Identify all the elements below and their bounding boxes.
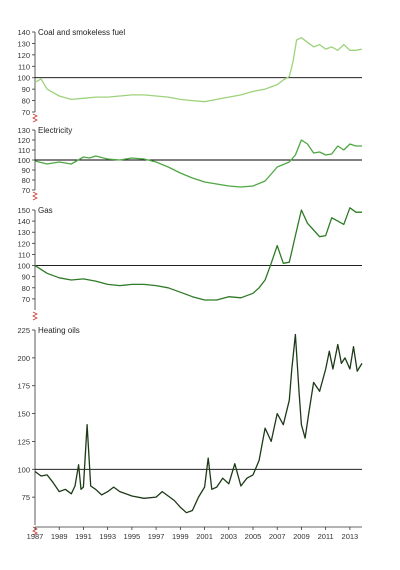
- electricity-y-tick-label: 130: [17, 126, 30, 135]
- electricity-panel-title: Electricity: [38, 126, 72, 135]
- coal-y-tick-label: 80: [22, 97, 30, 106]
- heating-oils-panel-title: Heating oils: [38, 326, 80, 335]
- coal-y-tick-label: 90: [22, 85, 30, 94]
- electricity-y-tick-label: 100: [17, 156, 30, 165]
- electricity-series-line: [34, 139, 362, 188]
- electricity-axis-break: [32, 191, 38, 201]
- electricity-y-tick-label: 110: [18, 146, 30, 155]
- x-tick-label: 1991: [75, 532, 92, 541]
- coal-series-line: [34, 37, 363, 103]
- heating-oils-y-tick-label: 175: [17, 382, 30, 391]
- x-tick-label: 1989: [51, 532, 68, 541]
- electricity-y-tick-label: 120: [17, 136, 30, 145]
- x-tick-label: 1999: [172, 532, 189, 541]
- gas-y-tick-label: 130: [17, 228, 30, 237]
- x-tick-label: 2007: [269, 532, 286, 541]
- heating-oils-panel: 75 100 125 150 175 200 225 Heating oils: [17, 326, 363, 536]
- heating-oils-axis-break: [32, 526, 38, 536]
- x-tick-label: 2003: [220, 532, 237, 541]
- electricity-y-tick-label: 70: [22, 186, 30, 195]
- gas-panel-title: Gas: [38, 206, 53, 215]
- x-tick-label: 2001: [196, 532, 213, 541]
- electricity-y-tick-label: 90: [22, 166, 30, 175]
- heating-oils-y-tick-label: 150: [17, 410, 30, 419]
- gas-y-tick-label: 150: [17, 206, 30, 215]
- x-tick-label: 2011: [318, 532, 334, 541]
- heating-oils-y-tick-label: 100: [17, 465, 30, 474]
- heating-oils-series-line: [34, 333, 363, 514]
- gas-y-tick-label: 90: [22, 273, 30, 282]
- coal-y-tick-label: 130: [17, 39, 30, 48]
- coal-axis-break: [32, 113, 38, 123]
- heating-oils-y-tick-label: 75: [22, 493, 30, 502]
- gas-y-tick-label: 70: [22, 295, 30, 304]
- coal-panel-title: Coal and smokeless fuel: [38, 28, 125, 37]
- gas-y-tick-label: 100: [17, 262, 30, 271]
- gas-y-tick-label: 110: [18, 250, 30, 259]
- heating-oils-y-tick-label: 200: [17, 354, 30, 363]
- x-tick-label: 1987: [27, 532, 44, 541]
- x-tick-label: 2009: [293, 532, 310, 541]
- gas-y-tick-label: 120: [17, 239, 30, 248]
- gas-panel: 70 80 90 100 110 120 130 140 150 Gas: [17, 206, 362, 321]
- gas-series-line: [34, 207, 362, 301]
- coal-y-tick-label: 100: [17, 74, 30, 83]
- gas-y-tick-label: 140: [17, 217, 30, 226]
- x-axis: 1987 1989 1991 1993 1995 1997 1999 2001 2003 2005…: [27, 526, 362, 541]
- electricity-y-tick-label: 80: [22, 176, 30, 185]
- coal-y-tick-label: 120: [17, 51, 30, 60]
- x-tick-label: 1995: [124, 532, 141, 541]
- coal-panel: 70 80 90 100 110 120 130 140 Coal and smokeless …: [17, 28, 363, 123]
- x-tick-label: 2005: [245, 532, 262, 541]
- coal-y-tick-label: 110: [18, 62, 30, 71]
- heating-oils-y-tick-label: 125: [17, 437, 30, 446]
- gas-axis-break: [32, 311, 38, 321]
- x-tick-label: 2013: [342, 532, 359, 541]
- gas-y-tick-label: 80: [22, 284, 30, 293]
- coal-y-tick-label: 140: [17, 28, 30, 37]
- x-tick-label: 1997: [148, 532, 165, 541]
- x-tick-label: 1993: [99, 532, 116, 541]
- coal-y-tick-label: 70: [22, 108, 30, 117]
- heating-oils-y-tick-label: 225: [17, 326, 30, 335]
